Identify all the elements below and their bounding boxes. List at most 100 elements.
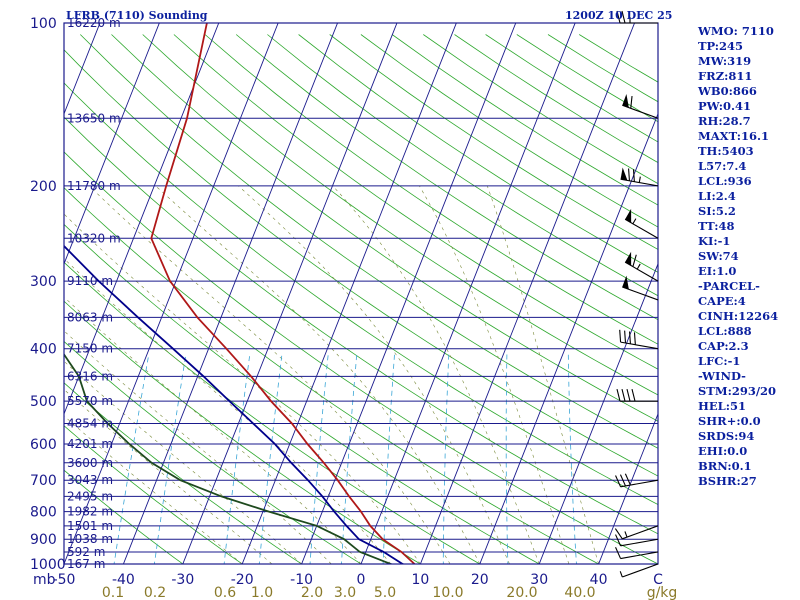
wind-barb-half-flag [624,531,628,538]
mixing-ratio-label: 0.1 [102,585,124,600]
sounding-index: TP:245 [698,39,744,53]
wind-barb [615,534,659,547]
wind-barb-staff [620,551,659,560]
wind-barb-flag [631,389,636,402]
series-line-parcel-path [64,244,405,564]
sounding-index: CAPE:4 [698,294,746,308]
wind-barb-flag [614,528,623,540]
sounding-index: LCL:936 [698,174,752,188]
wind-barb-flag [621,389,626,402]
height-level-label: 592 m [67,545,105,559]
sounding-index: -WIND- [698,369,746,383]
temperature-edge-label: C [653,572,663,588]
wind-barb-flag [633,332,636,345]
wind-barb [616,10,658,24]
sounding-index: FRZ:811 [698,69,753,83]
dry-adiabat-line [64,469,184,564]
profile-series [64,23,416,564]
sounding-index: EHI:0.0 [698,444,748,458]
height-level-label: 7150 m [67,342,113,356]
mixing-ratio-line [258,354,283,564]
moist-adiabat-line [487,185,599,564]
dry-adiabat-line [204,34,658,345]
sounding-index: BRN:0.1 [698,459,752,473]
mixing-ratio-unit-label: g/kg [647,585,678,600]
sounding-index: SRDS:94 [698,429,755,443]
wind-barb-half-flag [638,176,641,183]
sounding-index: RH:28.7 [698,114,751,128]
height-level-label: 3043 m [67,473,113,487]
wind-barb-staff [620,341,659,350]
isotherm-line [419,23,636,564]
mixing-ratio-label: 10.0 [432,585,463,600]
height-level-label: 10320 m [67,231,121,245]
temperature-tick-label: 30 [530,572,548,588]
temperature-tick-label: 20 [471,572,489,588]
wind-barb-flag [624,330,627,344]
dry-adiabat-line [298,34,658,273]
wind-barb-staff [622,563,659,578]
mixing-ratio-line [223,354,251,564]
temperature-tick-label: 10 [411,572,429,588]
height-level-label: 16220 m [67,16,121,30]
temperature-tick-label: -20 [231,572,254,588]
dry-adiabat-line [142,34,658,396]
temperature-tick-label: -40 [112,572,135,588]
pressure-tick-label: 100 [30,16,57,32]
wind-barb-flag [616,389,621,402]
wind-barb [620,167,659,187]
sounding-index: CINH:12264 [698,309,779,323]
wind-barb [622,275,659,301]
wind-barb-flag [632,169,635,182]
dry-adiabat-line [64,300,422,564]
wind-barb [616,389,658,402]
plot-frame [63,22,659,565]
mixing-ratio-label: 2.0 [301,585,323,600]
mixing-ratio-label: 40.0 [564,585,595,600]
isotherm-line [479,112,658,564]
wind-barb-flag [619,474,627,487]
sounding-index: EI:1.0 [698,264,737,278]
wind-barb [624,251,659,282]
sounding-index: LI:2.4 [698,189,736,203]
sounding-index: WMO: 7110 [698,24,774,38]
height-level-label: 1501 m [67,519,113,533]
pressure-tick-label: 400 [30,342,57,358]
sounding-index: LFC:-1 [698,354,741,368]
sounding-indices-panel: WMO: 7110 TP:245 MW:319 FRZ:811 WB0:866 PW:0.… [698,24,800,489]
height-level-label: 1038 m [67,532,113,546]
height-level-label: 6316 m [67,369,113,383]
mixing-ratio-line [382,354,395,564]
wind-barb-staff [620,538,659,547]
wind-barb-staff [622,104,659,119]
dry-adiabat-line [64,151,658,564]
wind-barb-flag [615,475,622,488]
mixing-ratio-label: 0.6 [214,585,236,600]
grid-lines [64,23,658,564]
wind-barb-flag [628,168,630,181]
mixing-ratio-label: 5.0 [374,585,396,600]
temperature-tick-label: -30 [171,572,194,588]
dry-adiabat-line [64,261,481,564]
wind-barbs [614,10,659,578]
wind-barb-pennant [625,251,632,266]
sounding-index: PW:0.41 [698,99,752,113]
mixing-ratio-line [341,354,358,564]
sounding-index: SW:74 [698,249,739,263]
pressure-tick-label: 900 [30,532,57,548]
wind-barb-flag [619,329,622,343]
height-level-label: 11780 m [67,179,121,193]
isotherm-line [360,23,576,564]
dry-adiabat-line [64,223,541,564]
height-level-label: 2495 m [67,489,113,503]
wind-barb-pennant [622,93,629,108]
height-level-label: 1982 m [67,505,113,519]
chart-title: LFRB (7110) Sounding [66,9,208,22]
height-level-label: 5570 m [67,394,113,408]
wind-barb-staff [622,525,659,540]
pressure-tick-label: 600 [30,437,57,453]
dry-adiabat-line [173,34,658,370]
wind-barb-half-flag [636,263,641,270]
isotherm-line [64,23,220,416]
